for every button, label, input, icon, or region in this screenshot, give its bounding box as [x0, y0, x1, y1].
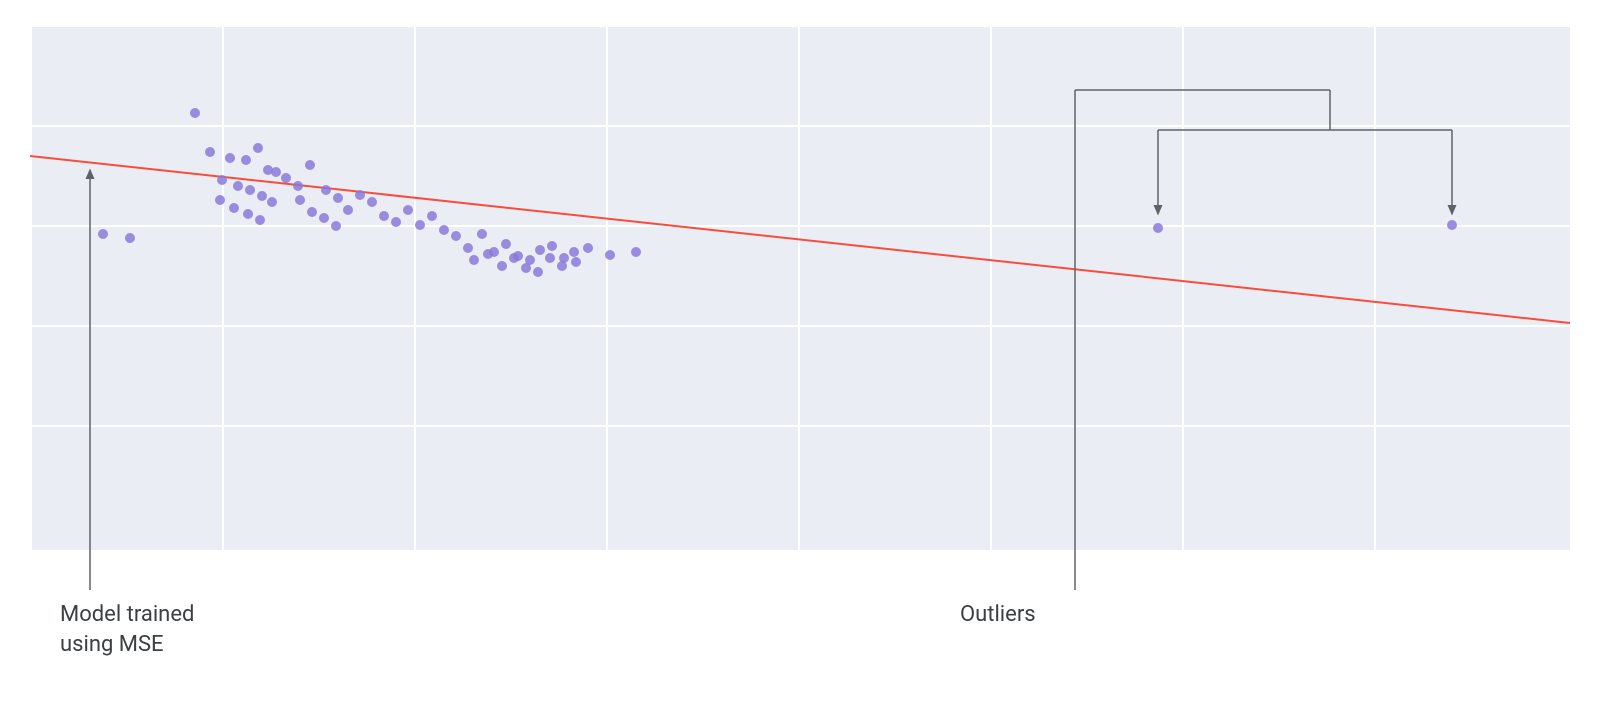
- scatter-point: [521, 263, 531, 273]
- scatter-point: [255, 215, 265, 225]
- scatter-point: [463, 243, 473, 253]
- gridline-vertical: [222, 25, 224, 550]
- gridline-vertical: [990, 25, 992, 550]
- scatter-point: [190, 108, 200, 118]
- scatter-point: [355, 190, 365, 200]
- annotation-outliers-label: Outliers: [960, 600, 1036, 630]
- scatter-point: [535, 245, 545, 255]
- scatter-point: [509, 253, 519, 263]
- scatter-point: [217, 175, 227, 185]
- scatter-point: [205, 147, 215, 157]
- scatter-point: [367, 197, 377, 207]
- gridline-horizontal: [30, 125, 1570, 127]
- scatter-point: [497, 261, 507, 271]
- scatter-point: [343, 205, 353, 215]
- scatter-point: [241, 155, 251, 165]
- scatter-point: [439, 225, 449, 235]
- scatter-point: [321, 185, 331, 195]
- gridline-vertical: [414, 25, 416, 550]
- scatter-point: [295, 195, 305, 205]
- scatter-point: [1447, 220, 1457, 230]
- scatter-point: [451, 231, 461, 241]
- gridline-horizontal: [30, 425, 1570, 427]
- gridline-horizontal: [30, 550, 1570, 552]
- gridline-vertical: [30, 25, 32, 550]
- scatter-point: [281, 173, 291, 183]
- scatter-point: [501, 239, 511, 249]
- plot-area: [30, 25, 1570, 550]
- scatter-point: [331, 221, 341, 231]
- gridline-horizontal: [30, 25, 1570, 27]
- scatter-point: [225, 153, 235, 163]
- scatter-point: [1153, 223, 1163, 233]
- gridline-vertical: [606, 25, 608, 550]
- scatter-point: [305, 160, 315, 170]
- scatter-point: [483, 249, 493, 259]
- scatter-point: [215, 195, 225, 205]
- scatter-point: [257, 191, 267, 201]
- scatter-point: [583, 243, 593, 253]
- scatter-point: [569, 247, 579, 257]
- scatter-point: [245, 185, 255, 195]
- scatter-point: [403, 205, 413, 215]
- scatter-point: [98, 229, 108, 239]
- gridline-vertical: [798, 25, 800, 550]
- scatter-point: [379, 211, 389, 221]
- scatter-point: [307, 207, 317, 217]
- gridline-horizontal: [30, 325, 1570, 327]
- scatter-point: [427, 211, 437, 221]
- scatter-point: [253, 143, 263, 153]
- scatter-point: [533, 267, 543, 277]
- scatter-point: [605, 250, 615, 260]
- scatter-point: [571, 257, 581, 267]
- scatter-point: [319, 213, 329, 223]
- scatter-point: [415, 220, 425, 230]
- scatter-point: [477, 229, 487, 239]
- scatter-point: [391, 217, 401, 227]
- annotation-model-label: Model trained using MSE: [60, 600, 194, 659]
- scatter-point: [557, 261, 567, 271]
- scatter-point: [293, 181, 303, 191]
- scatter-point: [229, 203, 239, 213]
- scatter-point: [125, 233, 135, 243]
- gridline-vertical: [1570, 25, 1572, 550]
- scatter-point: [233, 181, 243, 191]
- scatter-point: [271, 167, 281, 177]
- scatter-point: [631, 247, 641, 257]
- scatter-point: [243, 209, 253, 219]
- chart-stage: Model trained using MSE Outliers: [0, 0, 1600, 711]
- gridline-vertical: [1182, 25, 1184, 550]
- scatter-point: [333, 193, 343, 203]
- gridline-vertical: [1374, 25, 1376, 550]
- scatter-point: [545, 253, 555, 263]
- scatter-point: [469, 255, 479, 265]
- scatter-point: [547, 241, 557, 251]
- gridline-horizontal: [30, 225, 1570, 227]
- scatter-point: [267, 197, 277, 207]
